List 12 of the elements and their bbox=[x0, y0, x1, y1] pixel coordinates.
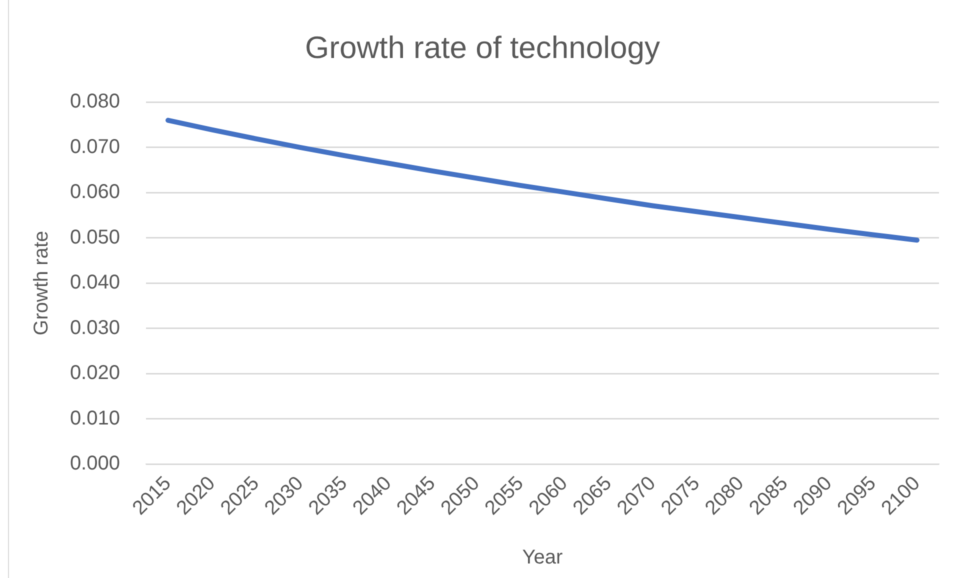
y-tick-label: 0.010 bbox=[70, 407, 120, 430]
y-tick-label: 0.030 bbox=[70, 316, 120, 339]
y-tick-label: 0.060 bbox=[70, 181, 120, 204]
y-tick-label: 0.000 bbox=[70, 452, 120, 475]
y-axis-title: Growth rate bbox=[30, 230, 53, 336]
y-tick-label: 0.040 bbox=[70, 272, 120, 294]
x-axis-title: Year bbox=[522, 546, 564, 569]
y-tick-label: 0.070 bbox=[70, 136, 120, 158]
y-tick-label: 0.020 bbox=[70, 362, 120, 384]
y-tick-label: 0.080 bbox=[70, 90, 120, 113]
y-tick-label: 0.050 bbox=[70, 226, 120, 248]
chart-title: Growth rate of technology bbox=[305, 30, 660, 66]
